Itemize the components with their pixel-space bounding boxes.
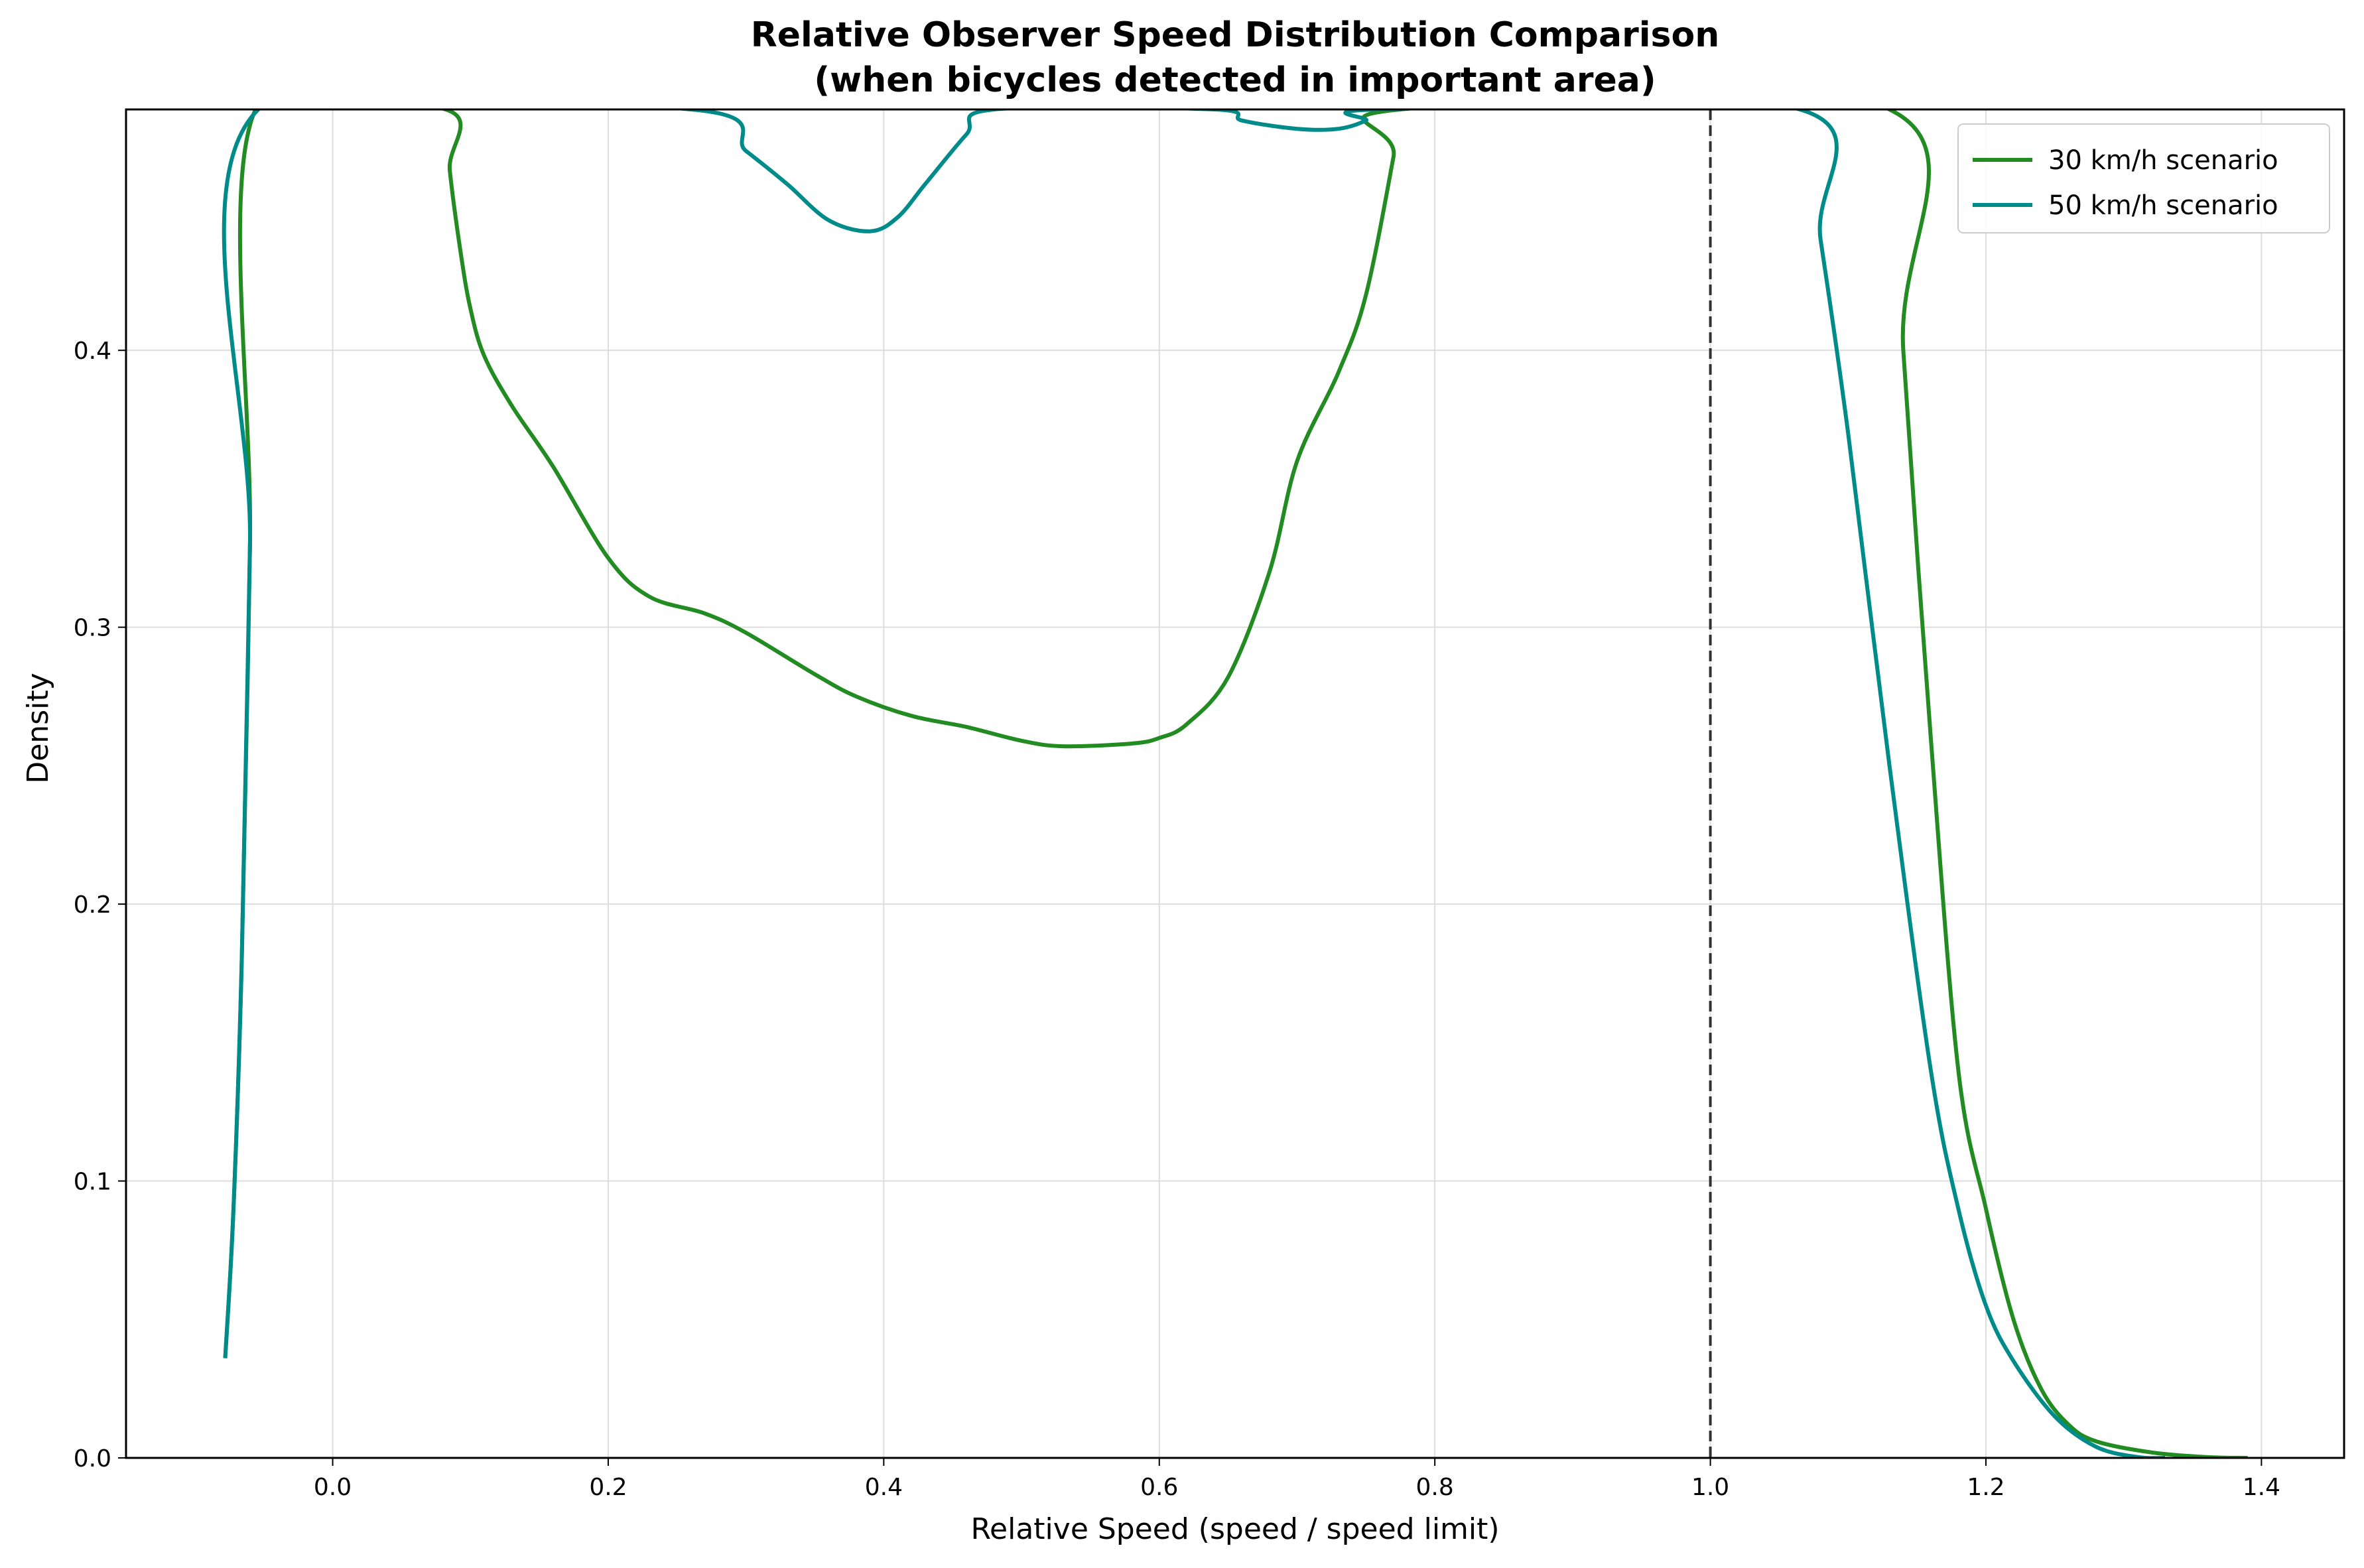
series-lines xyxy=(222,109,2248,1458)
legend: 30 km/h scenario 50 km/h scenario xyxy=(1957,123,2330,233)
chart-subtitle: (when bicycles detected in important are… xyxy=(814,60,1656,100)
x-tick-label: 1.2 xyxy=(1967,1474,2004,1501)
y-tick-label: 0.3 xyxy=(74,615,111,642)
x-axis-label: Relative Speed (speed / speed limit) xyxy=(970,1512,1499,1546)
x-tick-label: 0.8 xyxy=(1416,1474,1454,1501)
legend-label: 30 km/h scenario xyxy=(2048,145,2278,176)
x-tick-label: 0.4 xyxy=(865,1474,903,1501)
chart-title: Relative Observer Speed Distribution Com… xyxy=(751,15,1720,55)
legend-label: 50 km/h scenario xyxy=(2048,190,2278,221)
y-axis-ticks: 0.0 0.1 0.2 0.3 0.4 xyxy=(74,338,126,1472)
plot-frame xyxy=(125,108,2345,1459)
x-tick-label: 0.6 xyxy=(1140,1474,1178,1501)
x-tick-label: 0.0 xyxy=(314,1474,352,1501)
x-tick-label: 1.0 xyxy=(1691,1474,1729,1501)
x-axis-ticks: 0.0 0.2 0.4 0.6 0.8 1.0 1.2 1.4 xyxy=(314,1458,2280,1501)
y-tick-label: 0.1 xyxy=(74,1169,111,1196)
y-tick-label: 0.4 xyxy=(74,338,111,365)
x-tick-label: 0.2 xyxy=(589,1474,627,1501)
x-tick-label: 1.4 xyxy=(2243,1474,2280,1501)
legend-box xyxy=(1957,123,2330,233)
series-line xyxy=(222,109,2166,1458)
series-line xyxy=(223,109,2248,1458)
y-tick-label: 0.0 xyxy=(74,1445,111,1472)
y-axis-label: Density xyxy=(21,673,55,783)
y-tick-label: 0.2 xyxy=(74,891,111,919)
